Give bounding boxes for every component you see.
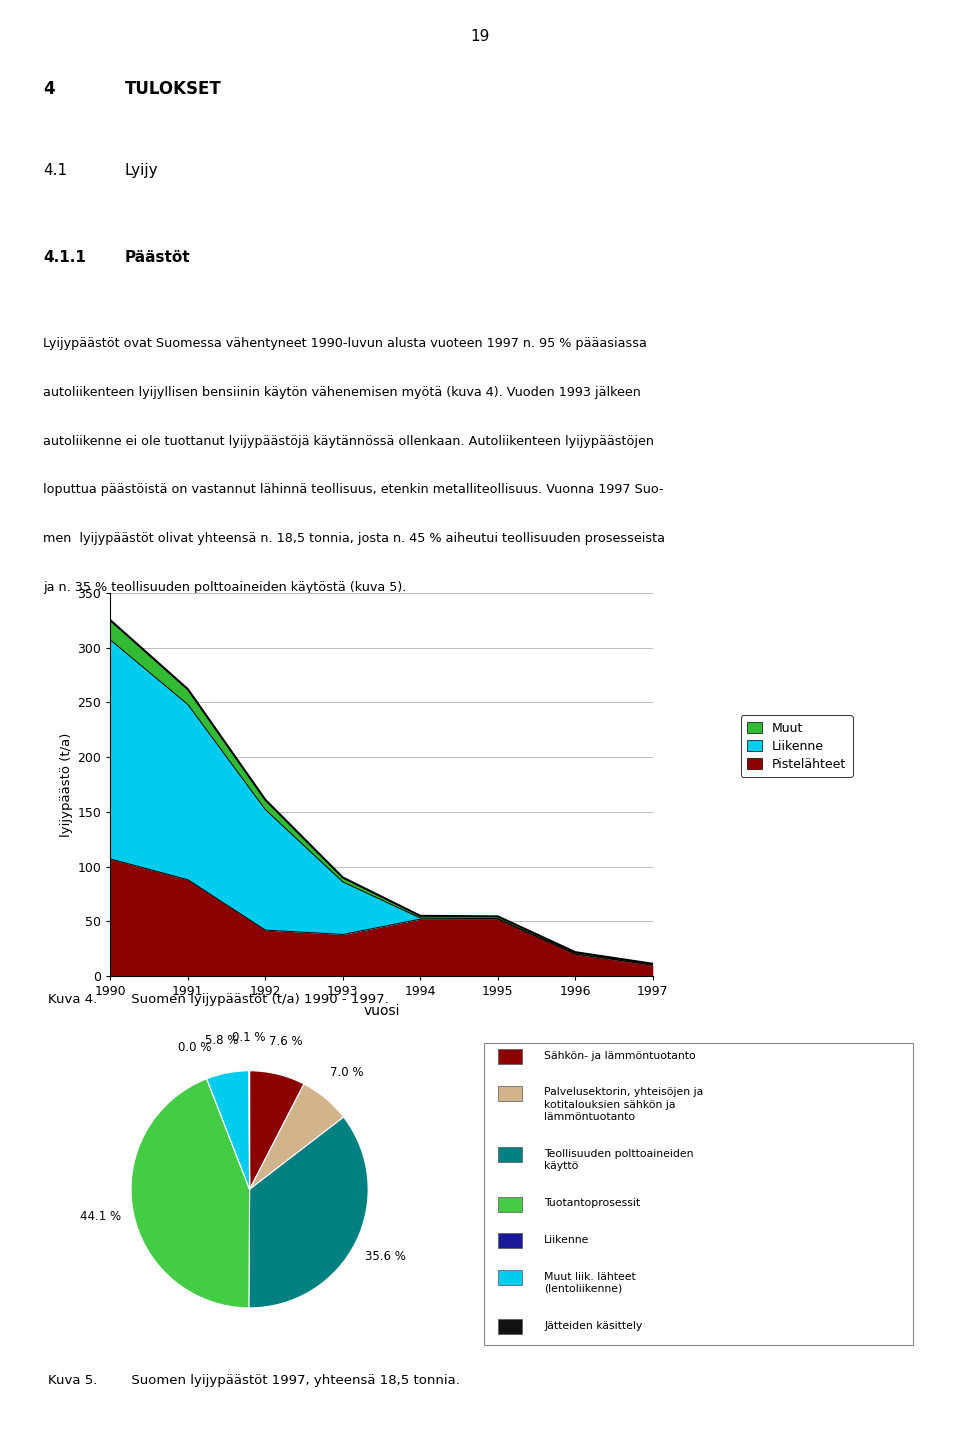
Text: Muut liik. lähteet
(lentoliikenne): Muut liik. lähteet (lentoliikenne) bbox=[544, 1271, 636, 1294]
Text: 4: 4 bbox=[43, 81, 55, 98]
Bar bbox=[497, 1319, 522, 1335]
Text: ja n. 35 % teollisuuden polttoaineiden käytöstä (kuva 5).: ja n. 35 % teollisuuden polttoaineiden k… bbox=[43, 581, 407, 594]
Text: 4.1.1: 4.1.1 bbox=[43, 250, 86, 265]
Bar bbox=[497, 1148, 522, 1163]
Text: 0.0 %: 0.0 % bbox=[178, 1041, 211, 1054]
Wedge shape bbox=[249, 1118, 369, 1307]
Text: loputtua päästöistä on vastannut lähinnä teollisuus, etenkin metalliteollisuus. : loputtua päästöistä on vastannut lähinnä… bbox=[43, 483, 663, 496]
Bar bbox=[497, 1197, 522, 1212]
Text: 7.6 %: 7.6 % bbox=[269, 1035, 302, 1048]
Wedge shape bbox=[206, 1071, 250, 1189]
Text: 4.1: 4.1 bbox=[43, 162, 67, 178]
Bar bbox=[497, 1270, 522, 1285]
Wedge shape bbox=[250, 1084, 344, 1189]
Wedge shape bbox=[250, 1070, 304, 1189]
Text: Lyijypäästöt ovat Suomessa vähentyneet 1990-luvun alusta vuoteen 1997 n. 95 % pä: Lyijypäästöt ovat Suomessa vähentyneet 1… bbox=[43, 337, 647, 350]
Bar bbox=[497, 1233, 522, 1248]
Y-axis label: lyijypäästö (t/a): lyijypäästö (t/a) bbox=[60, 732, 73, 837]
Text: Lyijy: Lyijy bbox=[125, 162, 158, 178]
Text: Kuva 4.        Suomen lyijypäästöt (t/a) 1990 - 1997.: Kuva 4. Suomen lyijypäästöt (t/a) 1990 -… bbox=[48, 993, 389, 1005]
Text: TULOKSET: TULOKSET bbox=[125, 81, 222, 98]
Text: Sähkön- ja lämmöntuotanto: Sähkön- ja lämmöntuotanto bbox=[544, 1051, 696, 1061]
Text: 7.0 %: 7.0 % bbox=[330, 1066, 364, 1079]
Legend: Muut, Liikenne, Pistelähteet: Muut, Liikenne, Pistelähteet bbox=[741, 716, 852, 777]
Bar bbox=[497, 1086, 522, 1100]
Wedge shape bbox=[131, 1079, 250, 1307]
Text: Kuva 5.        Suomen lyijypäästöt 1997, yhteensä 18,5 tonnia.: Kuva 5. Suomen lyijypäästöt 1997, yhteen… bbox=[48, 1375, 460, 1387]
Text: Teollisuuden polttoaineiden
käyttö: Teollisuuden polttoaineiden käyttö bbox=[544, 1150, 693, 1171]
Text: Liikenne: Liikenne bbox=[544, 1235, 589, 1245]
Text: 0.1 %: 0.1 % bbox=[232, 1031, 266, 1044]
Text: autoliikenne ei ole tuottanut lyijypäästöjä käytännössä ollenkaan. Autoliikentee: autoliikenne ei ole tuottanut lyijypääst… bbox=[43, 435, 654, 448]
Bar bbox=[497, 1050, 522, 1064]
Text: Päästöt: Päästöt bbox=[125, 250, 190, 265]
Text: autoliikenteen lyijyllisen bensiinin käytön vähenemisen myötä (kuva 4). Vuoden 1: autoliikenteen lyijyllisen bensiinin käy… bbox=[43, 386, 641, 399]
Text: Tuotantoprosessit: Tuotantoprosessit bbox=[544, 1199, 640, 1209]
Text: Jätteiden käsittely: Jätteiden käsittely bbox=[544, 1320, 642, 1330]
X-axis label: vuosi: vuosi bbox=[363, 1004, 400, 1018]
Text: men  lyijypäästöt olivat yhteensä n. 18,5 tonnia, josta n. 45 % aiheutui teollis: men lyijypäästöt olivat yhteensä n. 18,5… bbox=[43, 532, 665, 545]
Text: 44.1 %: 44.1 % bbox=[80, 1210, 121, 1223]
Text: Palvelusektorin, yhteisöjen ja
kotitalouksien sähkön ja
lämmöntuotanto: Palvelusektorin, yhteisöjen ja kotitalou… bbox=[544, 1087, 704, 1122]
Text: 5.8 %: 5.8 % bbox=[204, 1034, 238, 1047]
Text: 19: 19 bbox=[470, 29, 490, 43]
Wedge shape bbox=[206, 1079, 250, 1189]
Text: 35.6 %: 35.6 % bbox=[365, 1251, 406, 1264]
